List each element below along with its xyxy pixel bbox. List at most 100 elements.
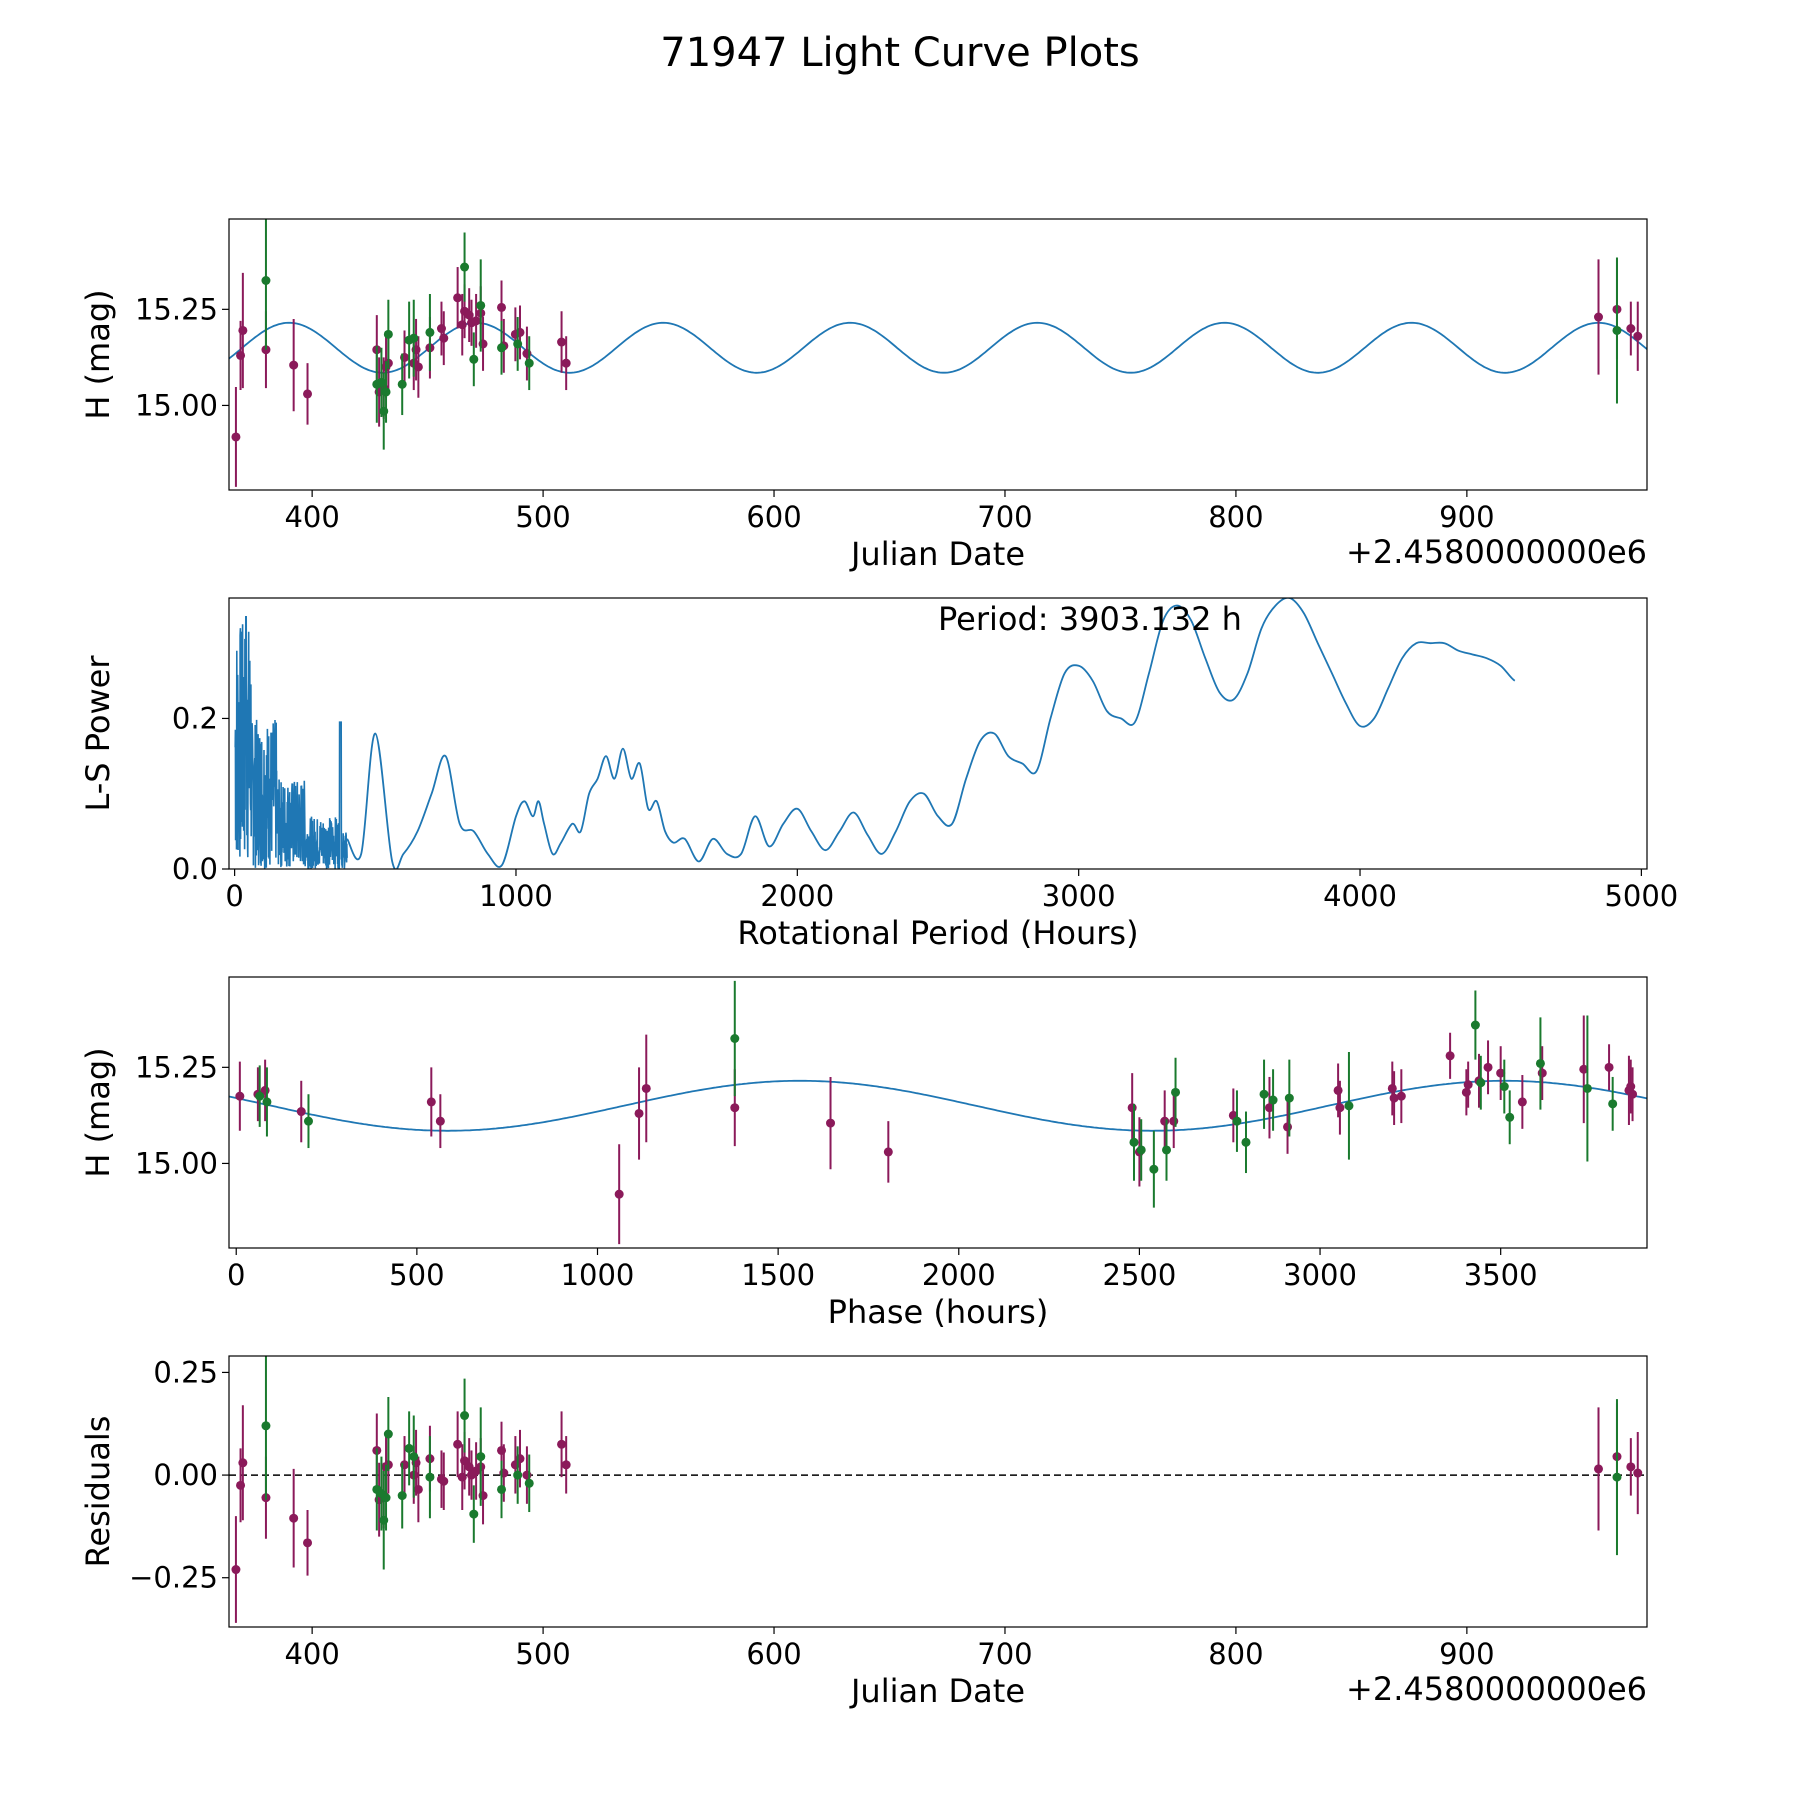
data-point <box>261 1421 271 1431</box>
data-point <box>397 1491 407 1501</box>
data-point <box>383 1429 393 1439</box>
data-point <box>255 1091 265 1101</box>
x-tick-label: 1500 <box>741 1258 815 1292</box>
data-point <box>469 354 479 364</box>
x-tick-label: 1000 <box>479 879 553 913</box>
periodogram-point <box>951 823 953 825</box>
periodogram-point <box>1387 687 1389 689</box>
x-tick-label: 600 <box>746 500 801 534</box>
periodogram-point <box>740 853 742 855</box>
data-point <box>381 1493 391 1503</box>
data-point <box>1149 1164 1159 1174</box>
data-point <box>1268 1095 1278 1105</box>
periodogram-point <box>360 853 362 855</box>
periodogram-point <box>852 811 854 813</box>
data-point <box>413 1484 423 1494</box>
x-tick-label: 4000 <box>1323 879 1397 913</box>
data-point <box>1169 1116 1179 1126</box>
data-point <box>261 276 271 286</box>
data-point <box>1594 1464 1604 1474</box>
data-point <box>513 339 523 349</box>
periodogram-point <box>979 740 981 742</box>
data-point <box>1633 1468 1643 1478</box>
axes-frame <box>228 218 1648 491</box>
periodogram-point <box>430 793 432 795</box>
y-tick-label: 0.25 <box>153 1355 218 1389</box>
data-point <box>1283 1122 1293 1132</box>
periodogram-point <box>937 815 939 817</box>
periodogram-point <box>1232 698 1234 700</box>
periodogram-point <box>1584 0 1586 1</box>
x-tick-label: 1000 <box>561 1258 635 1292</box>
periodogram-point <box>1077 665 1079 667</box>
periodogram-point <box>1556 0 1558 1</box>
periodogram-point <box>1331 672 1333 674</box>
x-tick-label: 0 <box>225 879 243 913</box>
data-point <box>1129 1137 1139 1147</box>
periodogram-point <box>866 834 868 836</box>
data-point <box>1626 1082 1636 1092</box>
data-point <box>1505 1112 1515 1122</box>
periodogram-point <box>1092 680 1094 682</box>
y-tick-label: 0.0 <box>172 852 218 886</box>
y-tick-label: 15.00 <box>135 1146 218 1180</box>
panel-light_curve: 400 500 600 700 800 900 15.00 15.25 Julian Date H… <box>79 218 1648 573</box>
periodogram-point <box>684 838 686 840</box>
data-point <box>614 1189 624 1199</box>
periodogram-point <box>532 815 534 817</box>
x-tick-label: 600 <box>746 1637 801 1671</box>
data-point <box>1594 312 1604 322</box>
data-point <box>460 262 470 272</box>
panel-residuals: 400 500 600 700 800 900 0.25 0.00 −0.25 Julian Da… <box>79 1355 1648 1710</box>
periodogram-point <box>346 838 348 840</box>
periodogram-point <box>551 853 553 855</box>
data-point <box>1389 1093 1399 1103</box>
data-point <box>476 1452 486 1462</box>
data-point <box>409 1452 419 1462</box>
data-point <box>425 327 435 337</box>
x-tick-label: 5000 <box>1604 879 1678 913</box>
periodogram-point <box>647 808 649 810</box>
periodogram-point <box>698 860 700 862</box>
data-point <box>1626 324 1636 334</box>
data-point <box>1344 1101 1354 1111</box>
periodogram-point <box>543 823 545 825</box>
data-point <box>397 379 407 389</box>
data-point <box>238 325 248 335</box>
data-point <box>1284 1093 1294 1103</box>
periodogram-point <box>515 815 517 817</box>
periodogram-point <box>1359 725 1361 727</box>
x-tick-label: 2000 <box>922 1258 996 1292</box>
periodogram-point <box>560 841 562 843</box>
periodogram-point <box>712 838 714 840</box>
axes-frame <box>228 597 1648 870</box>
x-tick-label: 2500 <box>1103 1258 1177 1292</box>
periodogram-point <box>402 853 404 855</box>
data-point <box>1259 1089 1269 1099</box>
periodogram-point <box>1457 649 1459 651</box>
periodogram-point <box>909 800 911 802</box>
axes-frame <box>228 976 1648 1249</box>
periodogram-point <box>768 845 770 847</box>
data-point <box>1445 1051 1455 1061</box>
data-point <box>289 360 299 370</box>
data-point <box>1537 1068 1547 1078</box>
y-tick-label: −0.25 <box>129 1561 218 1595</box>
data-point <box>513 1470 523 1480</box>
data-point <box>1608 1099 1618 1109</box>
data-point <box>469 1509 479 1519</box>
figure-title: 71947 Light Curve Plots <box>660 30 1139 76</box>
data-point <box>1241 1137 1251 1147</box>
data-point <box>460 1456 470 1466</box>
periodogram-point <box>1021 762 1023 764</box>
data-point <box>730 1103 740 1113</box>
periodogram-point <box>1345 702 1347 704</box>
y-tick-label: 0.2 <box>172 701 218 735</box>
fit-curve <box>229 1079 1647 1132</box>
data-point <box>557 337 567 347</box>
data-point <box>1626 1462 1636 1472</box>
periodogram-point <box>1528 683 1530 685</box>
data-point <box>1136 1145 1146 1155</box>
data-point <box>1517 1097 1527 1107</box>
data-point <box>1582 1083 1592 1093</box>
